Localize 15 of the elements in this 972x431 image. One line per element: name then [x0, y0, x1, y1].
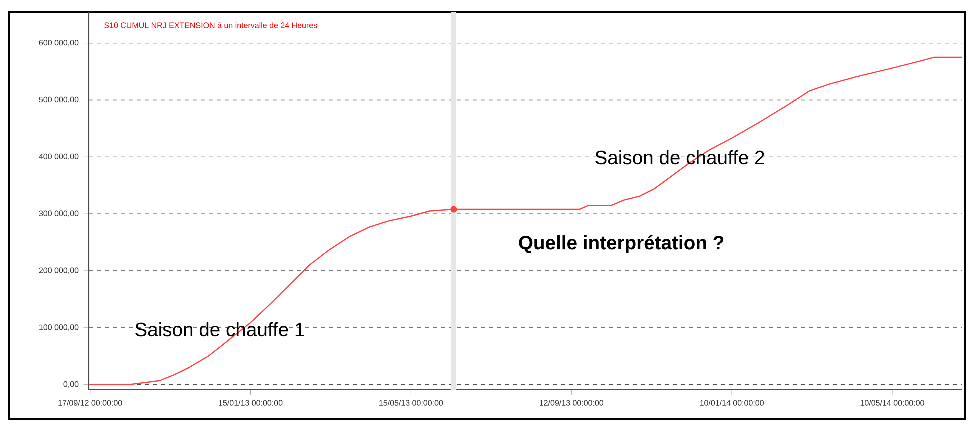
x-tick-label: 17/09/12 00:00:00: [58, 400, 122, 406]
y-tick-label: 300 000,00: [39, 210, 79, 218]
x-tick-label: 10/01/14 00:00:00: [700, 400, 764, 406]
y-tick-label: 500 000,00: [39, 96, 79, 104]
x-tick-label: 15/05/13 00:00:00: [380, 400, 444, 406]
x-tick-label: 12/09/13 00:00:00: [540, 400, 604, 406]
y-tick-label: 200 000,00: [39, 268, 79, 274]
y-tick-label: 0,00: [64, 382, 79, 388]
y-tick-label: 100 000,00: [40, 324, 79, 332]
x-tick-label: 15/01/13 00:00:00: [219, 400, 283, 406]
x-tick-label: 10/05/14 00:00:00: [860, 400, 924, 406]
y-tick-label: 600 000,00: [39, 40, 79, 47]
text: S10 CUMUL NRJ EXTENSION à un intervalle de 24 Heures: [104, 22, 318, 28]
annotation: Quelle interprétation ?: [519, 235, 724, 254]
y-tick-label: 400 000,00: [39, 154, 79, 160]
